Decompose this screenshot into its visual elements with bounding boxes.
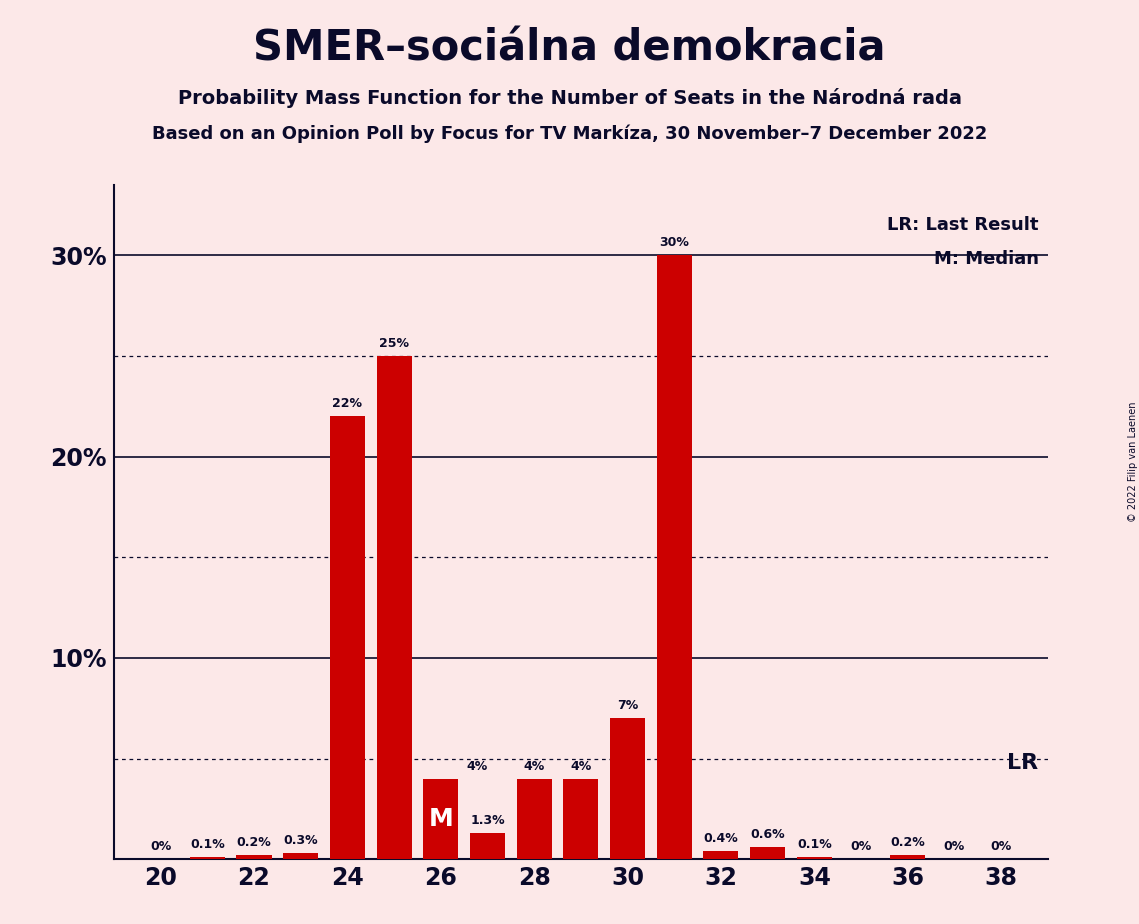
Text: SMER–sociálna demokracia: SMER–sociálna demokracia xyxy=(253,28,886,69)
Text: 0%: 0% xyxy=(944,840,965,853)
Text: 4%: 4% xyxy=(524,760,544,772)
Bar xyxy=(424,779,458,859)
Bar xyxy=(517,779,551,859)
Text: 0.1%: 0.1% xyxy=(190,838,224,851)
Text: 25%: 25% xyxy=(379,337,409,350)
Text: 0.6%: 0.6% xyxy=(751,828,785,841)
Bar xyxy=(284,853,318,859)
Bar xyxy=(190,857,224,859)
Bar xyxy=(377,356,411,859)
Text: M: Median: M: Median xyxy=(934,250,1039,268)
Bar xyxy=(470,833,505,859)
Text: 0.1%: 0.1% xyxy=(797,838,831,851)
Bar xyxy=(657,255,691,859)
Text: 30%: 30% xyxy=(659,237,689,249)
Text: 0%: 0% xyxy=(991,840,1011,853)
Text: 0%: 0% xyxy=(150,840,171,853)
Bar xyxy=(564,779,598,859)
Text: LR: Last Result: LR: Last Result xyxy=(887,216,1039,234)
Bar xyxy=(751,847,785,859)
Bar xyxy=(797,857,831,859)
Text: © 2022 Filip van Laenen: © 2022 Filip van Laenen xyxy=(1129,402,1138,522)
Bar xyxy=(611,718,645,859)
Text: Probability Mass Function for the Number of Seats in the Národná rada: Probability Mass Function for the Number… xyxy=(178,88,961,108)
Text: LR: LR xyxy=(1007,753,1039,772)
Bar xyxy=(891,856,925,859)
Text: 1.3%: 1.3% xyxy=(470,814,505,827)
Text: 0.2%: 0.2% xyxy=(237,836,271,849)
Text: 4%: 4% xyxy=(571,760,591,772)
Bar xyxy=(704,851,738,859)
Bar xyxy=(237,856,271,859)
Text: 0.3%: 0.3% xyxy=(284,834,318,847)
Text: 0.2%: 0.2% xyxy=(891,836,925,849)
Text: 7%: 7% xyxy=(617,699,638,712)
Text: 0.4%: 0.4% xyxy=(704,833,738,845)
Text: Based on an Opinion Poll by Focus for TV Markíza, 30 November–7 December 2022: Based on an Opinion Poll by Focus for TV… xyxy=(151,125,988,143)
Bar xyxy=(330,417,364,859)
Text: 22%: 22% xyxy=(333,397,362,410)
Text: 0%: 0% xyxy=(851,840,871,853)
Text: 4%: 4% xyxy=(467,760,487,772)
Text: M: M xyxy=(428,807,453,831)
